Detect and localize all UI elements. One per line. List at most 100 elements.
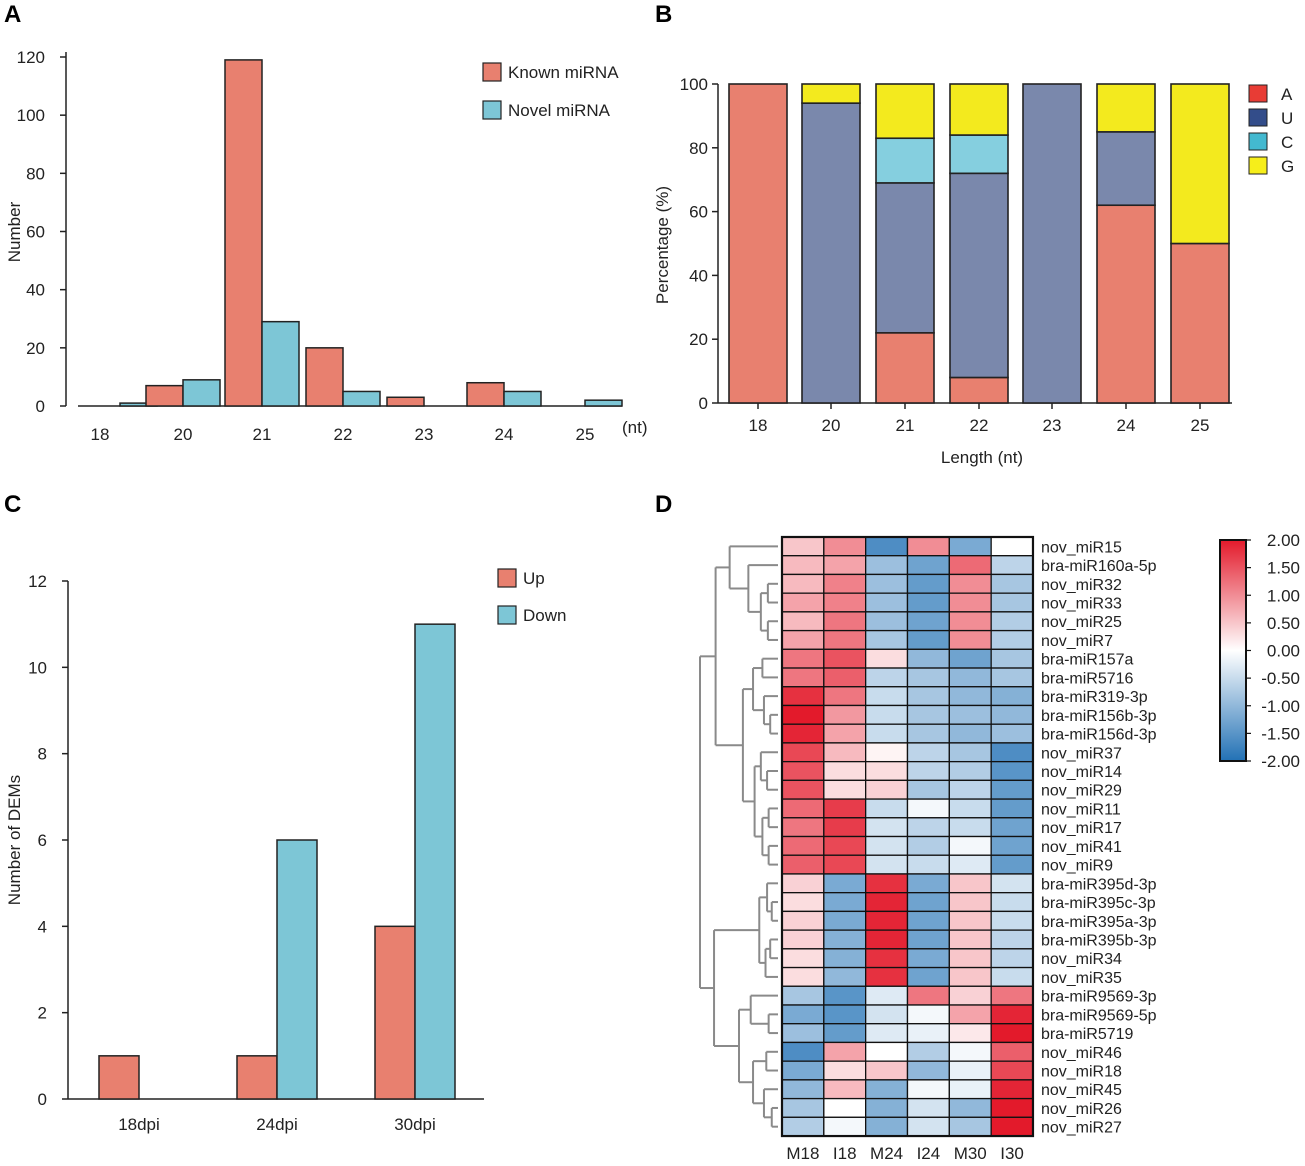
heatmap-row-label: nov_miR37 xyxy=(1041,745,1122,762)
heatmap-cell xyxy=(990,1023,1034,1044)
heatmap-cell xyxy=(865,1097,909,1118)
heatmap-cell xyxy=(823,1079,867,1100)
heatmap-row-label: nov_miR29 xyxy=(1041,783,1122,800)
heatmap-cell xyxy=(906,798,950,819)
heatmap-row-label: bra-miR395c-3p xyxy=(1041,895,1156,912)
heatmap-cell xyxy=(990,798,1034,819)
heatmap-cell xyxy=(865,536,909,557)
heatmap-cell xyxy=(906,1023,950,1044)
heatmap-cell xyxy=(781,704,825,725)
heatmap-cell xyxy=(781,686,825,707)
colorbar-tick-label: 0.50 xyxy=(1267,614,1300,633)
panel-a-y-tick-label: 120 xyxy=(17,48,45,67)
stack-b-U-23 xyxy=(1022,83,1082,404)
legend-swatch-c-0 xyxy=(497,568,517,588)
heatmap-row-label: nov_miR17 xyxy=(1041,820,1122,837)
panel-letter-d: D xyxy=(655,491,672,518)
heatmap-cell xyxy=(781,854,825,875)
bar-a-novel-21 xyxy=(261,320,300,407)
heatmap-cell xyxy=(865,1023,909,1044)
heatmap-cell xyxy=(823,854,867,875)
heatmap-cell xyxy=(948,648,992,669)
legend-swatch-a-1 xyxy=(482,100,502,120)
heatmap-cell xyxy=(823,892,867,913)
legend-label-b-A: A xyxy=(1281,85,1293,104)
heatmap-column-label: M24 xyxy=(870,1144,903,1163)
heatmap-cell xyxy=(990,1079,1034,1100)
heatmap-cell xyxy=(990,873,1034,894)
panel-c-y-tick-label: 4 xyxy=(38,917,47,936)
heatmap-cell xyxy=(948,985,992,1006)
panel-b-y-tick-label: 20 xyxy=(689,330,708,349)
heatmap-cell xyxy=(990,817,1034,838)
heatmap-cell xyxy=(781,592,825,613)
heatmap-cell xyxy=(865,1004,909,1025)
heatmap-cell xyxy=(823,573,867,594)
panel-a-y-tick-label: 80 xyxy=(26,164,45,183)
heatmap-cell xyxy=(990,1004,1034,1025)
heatmap-column-label: M18 xyxy=(786,1144,819,1163)
heatmap-cell xyxy=(948,929,992,950)
heatmap-cell xyxy=(990,892,1034,913)
panel-b-x-tick-label: 25 xyxy=(1191,416,1210,435)
legend-label-a-1: Novel miRNA xyxy=(508,101,611,120)
heatmap-cell xyxy=(906,667,950,688)
heatmap-cell xyxy=(948,1060,992,1081)
heatmap-cell xyxy=(781,873,825,894)
heatmap-cell xyxy=(865,592,909,613)
panel-letter-b: B xyxy=(655,1,672,28)
heatmap-cell xyxy=(865,760,909,782)
heatmap-cell xyxy=(823,948,867,969)
heatmap-cell xyxy=(990,948,1034,969)
heatmap-cell xyxy=(990,742,1034,763)
heatmap-cell xyxy=(865,742,909,763)
heatmap-cell xyxy=(781,1097,825,1118)
panel-b: B 0 20 40 60 80 100 18 20 21 22 23 24 25 Percentage … xyxy=(653,1,1294,467)
heatmap-cell xyxy=(906,892,950,913)
heatmap-cell xyxy=(990,835,1034,856)
heatmap-cell xyxy=(823,611,867,632)
heatmap-cell xyxy=(823,835,867,856)
heatmap-cell xyxy=(906,1079,950,1100)
heatmap-cell xyxy=(823,686,867,707)
heatmap-cell xyxy=(865,629,909,650)
stack-b-G-21 xyxy=(875,83,935,140)
heatmap-cell xyxy=(865,817,909,838)
heatmap-cell xyxy=(948,611,992,632)
heatmap-cell xyxy=(865,985,909,1006)
stack-b-A-18 xyxy=(728,83,788,404)
heatmap-cell xyxy=(948,854,992,875)
heatmap-cell xyxy=(948,1116,992,1137)
heatmap-cell xyxy=(990,1041,1034,1062)
heatmap-cell xyxy=(781,555,825,576)
heatmap-cell xyxy=(906,929,950,950)
panel-b-x-tick-label: 20 xyxy=(822,416,841,435)
heatmap-row-label: bra-miR156b-3p xyxy=(1041,708,1157,725)
heatmap-cell xyxy=(990,779,1034,800)
bar-a-novel-25 xyxy=(584,399,623,407)
heatmap-cell xyxy=(990,555,1034,576)
heatmap-row-label: bra-miR9569-5p xyxy=(1041,1007,1157,1024)
heatmap-cell xyxy=(906,723,950,744)
panel-b-y-tick-label: 100 xyxy=(680,75,708,94)
heatmap-cell xyxy=(781,648,825,669)
panel-c: C 0 2 4 6 8 10 12 18dpi 24dpi 30dpi Number of DEM… xyxy=(4,491,566,1134)
panel-a-x-unit: (nt) xyxy=(622,418,648,437)
colorbar-tick-label: -1.50 xyxy=(1261,724,1300,743)
heatmap-cell xyxy=(948,910,992,931)
heatmap-row-label: bra-miR156d-3p xyxy=(1041,727,1157,744)
heatmap-cell xyxy=(906,629,950,650)
heatmap-cell xyxy=(781,1004,825,1025)
heatmap-row-label: bra-miR157a xyxy=(1041,652,1134,669)
heatmap-cell xyxy=(906,686,950,707)
panel-c-y-tick-label: 0 xyxy=(38,1090,47,1109)
panel-b-y-tick-label: 0 xyxy=(699,394,708,413)
heatmap-row-label: bra-miR160a-5p xyxy=(1041,558,1157,575)
panel-a-y-tick-label: 60 xyxy=(26,223,45,242)
heatmap-cell xyxy=(990,611,1034,632)
heatmap-row-label: bra-miR5719 xyxy=(1041,1026,1134,1043)
heatmap-cell xyxy=(948,704,992,725)
heatmap-cell xyxy=(948,1023,992,1044)
heatmap-cell xyxy=(906,611,950,632)
